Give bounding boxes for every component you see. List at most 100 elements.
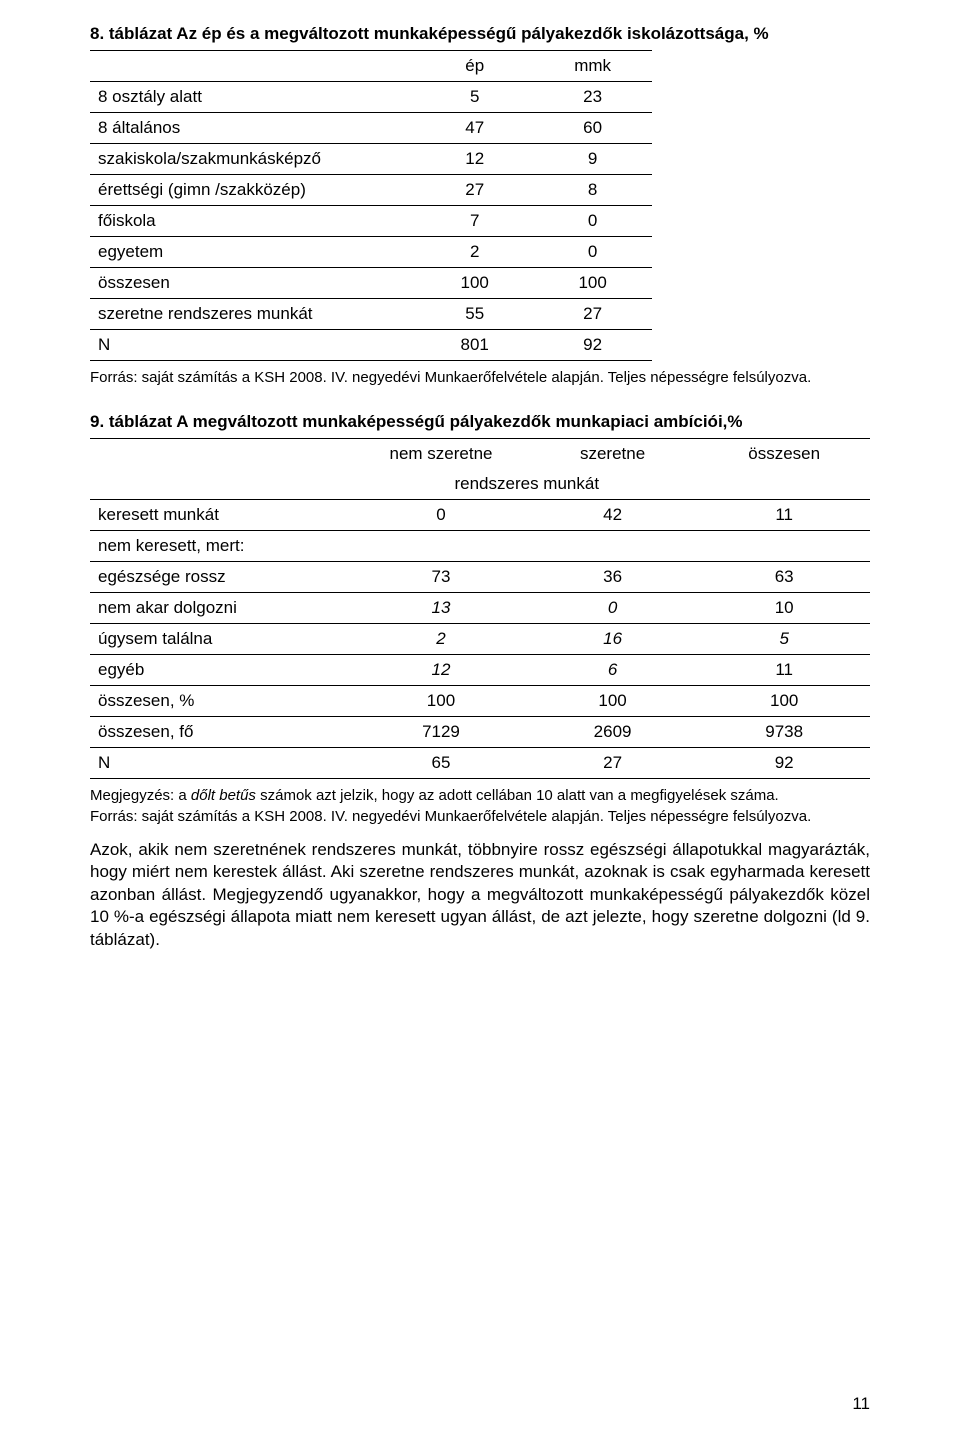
row-c3 (698, 531, 870, 562)
row-label: érettségi (gimn /szakközép) (90, 175, 416, 206)
table1-title: 8. táblázat Az ép és a megváltozott munk… (90, 24, 870, 44)
row-c1: 13 (355, 593, 527, 624)
row-c1: 0 (355, 500, 527, 531)
note-post: számok azt jelzik, hogy az adott cellába… (256, 787, 779, 804)
row-c1: 7 (416, 206, 534, 237)
row-label: 8 általános (90, 113, 416, 144)
table2-head-c3: összesen (698, 439, 870, 470)
row-label: szakiskola/szakmunkásképző (90, 144, 416, 175)
row-label: egészsége rossz (90, 562, 355, 593)
table2: nem szeretne szeretne összesen rendszere… (90, 438, 870, 779)
table2-head-blank (90, 439, 355, 470)
row-c3: 11 (698, 655, 870, 686)
table-row: érettségi (gimn /szakközép)278 (90, 175, 652, 206)
row-label: összesen, fő (90, 717, 355, 748)
row-c1: 2 (355, 624, 527, 655)
row-c2: 27 (527, 748, 699, 779)
row-c2: 0 (527, 593, 699, 624)
row-c2: 0 (534, 237, 652, 268)
table-row: N652792 (90, 748, 870, 779)
table1-head-c2: mmk (534, 51, 652, 82)
row-label: egyéb (90, 655, 355, 686)
table2-head-row2: rendszeres munkát (90, 469, 870, 500)
row-c2: 2609 (527, 717, 699, 748)
row-c1: 2 (416, 237, 534, 268)
table2-head-c2: szeretne (527, 439, 699, 470)
page: 8. táblázat Az ép és a megváltozott munk… (0, 0, 960, 1448)
table-row: szakiskola/szakmunkásképző129 (90, 144, 652, 175)
row-label: összesen (90, 268, 416, 299)
table-row: összesen, %100100100 (90, 686, 870, 717)
row-c1: 7129 (355, 717, 527, 748)
row-c3: 5 (698, 624, 870, 655)
table-row: egyéb12611 (90, 655, 870, 686)
row-label: keresett munkát (90, 500, 355, 531)
row-label: 8 osztály alatt (90, 82, 416, 113)
body-paragraph: Azok, akik nem szeretnének rendszeres mu… (90, 839, 870, 951)
page-number: 11 (852, 1394, 870, 1414)
row-label: nem akar dolgozni (90, 593, 355, 624)
row-c1 (355, 531, 527, 562)
row-c2 (527, 531, 699, 562)
row-c2: 0 (534, 206, 652, 237)
row-c2: 42 (527, 500, 699, 531)
table2-title: 9. táblázat A megváltozott munkaképesség… (90, 412, 870, 432)
table2-head-row1: nem szeretne szeretne összesen (90, 439, 870, 470)
table2-head-c1: nem szeretne (355, 439, 527, 470)
table-row: szeretne rendszeres munkát5527 (90, 299, 652, 330)
row-c1: 47 (416, 113, 534, 144)
table-row: N80192 (90, 330, 652, 361)
table1-head-c1: ép (416, 51, 534, 82)
row-c2: 60 (534, 113, 652, 144)
row-label: szeretne rendszeres munkát (90, 299, 416, 330)
row-c3: 92 (698, 748, 870, 779)
row-c1: 100 (355, 686, 527, 717)
table-row: keresett munkát04211 (90, 500, 870, 531)
row-label: N (90, 748, 355, 779)
row-c1: 73 (355, 562, 527, 593)
table-row: egyetem20 (90, 237, 652, 268)
table-row: összesen, fő712926099738 (90, 717, 870, 748)
row-c1: 65 (355, 748, 527, 779)
row-label: főiskola (90, 206, 416, 237)
note-pre: Megjegyzés: a (90, 787, 191, 804)
table-row: egészsége rossz733663 (90, 562, 870, 593)
row-c3: 11 (698, 500, 870, 531)
row-c1: 5 (416, 82, 534, 113)
table-row: főiskola70 (90, 206, 652, 237)
table1-source: Forrás: saját számítás a KSH 2008. IV. n… (90, 369, 870, 386)
row-c1: 12 (416, 144, 534, 175)
table-row: nem keresett, mert: (90, 531, 870, 562)
row-c2: 27 (534, 299, 652, 330)
row-c2: 36 (527, 562, 699, 593)
row-c3: 9738 (698, 717, 870, 748)
row-c3: 63 (698, 562, 870, 593)
row-c1: 100 (416, 268, 534, 299)
row-c2: 92 (534, 330, 652, 361)
table-row: úgysem találna2165 (90, 624, 870, 655)
row-c2: 8 (534, 175, 652, 206)
table2-note: Megjegyzés: a dőlt betűs számok azt jelz… (90, 787, 870, 804)
row-label: összesen, % (90, 686, 355, 717)
row-c3: 100 (698, 686, 870, 717)
row-c2: 9 (534, 144, 652, 175)
row-c1: 27 (416, 175, 534, 206)
table2-source: Forrás: saját számítás a KSH 2008. IV. n… (90, 808, 870, 825)
row-label: N (90, 330, 416, 361)
row-c2: 6 (527, 655, 699, 686)
table-row: 8 általános4760 (90, 113, 652, 144)
row-c2: 16 (527, 624, 699, 655)
row-c1: 12 (355, 655, 527, 686)
table2-head-sub: rendszeres munkát (355, 469, 698, 500)
table-row: 8 osztály alatt523 (90, 82, 652, 113)
row-c1: 55 (416, 299, 534, 330)
row-label: nem keresett, mert: (90, 531, 355, 562)
table1-head-blank (90, 51, 416, 82)
table-row: összesen100100 (90, 268, 652, 299)
row-c1: 801 (416, 330, 534, 361)
row-c2: 23 (534, 82, 652, 113)
row-c2: 100 (527, 686, 699, 717)
row-label: úgysem találna (90, 624, 355, 655)
table1-head-row: ép mmk (90, 51, 652, 82)
table-row: nem akar dolgozni13010 (90, 593, 870, 624)
